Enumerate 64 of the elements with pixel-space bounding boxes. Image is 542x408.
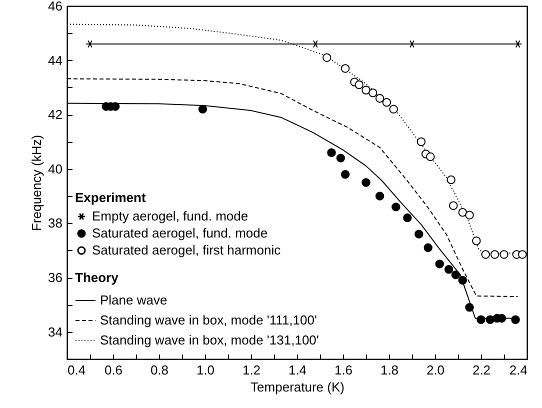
- point: [465, 210, 474, 220]
- x-tick-label: 0.8: [150, 362, 169, 378]
- point: [340, 170, 350, 179]
- point: [368, 88, 378, 98]
- point: [382, 98, 392, 107]
- point: [449, 201, 458, 210]
- point: [451, 270, 460, 280]
- x-tick-label: 2.2: [472, 362, 491, 378]
- x-tick-label: 2.4: [509, 362, 528, 378]
- y-axis-title: Frequency (kHz): [29, 134, 44, 232]
- legend-label: Empty aerogel, fund. mode: [92, 208, 248, 224]
- point: [444, 265, 454, 274]
- y-tick-label: 38: [48, 216, 62, 231]
- point: [458, 276, 467, 285]
- x-tick-label: 0.6: [104, 362, 123, 378]
- y-tick-label: 36: [48, 270, 62, 286]
- legend-label: Standing wave in box, mode '111,100': [100, 312, 317, 328]
- point: [465, 303, 474, 312]
- x-axis-title: Temperature (K): [250, 380, 344, 394]
- y-tick-label: 34: [48, 324, 62, 340]
- point: [198, 104, 208, 114]
- point: [340, 64, 350, 73]
- x-tick-label: 2.0: [426, 362, 445, 378]
- point: [322, 53, 332, 62]
- legend-label: Saturated aerogel, first harmonic: [92, 242, 282, 258]
- point: [511, 315, 520, 324]
- y-tick-label: 42: [48, 107, 62, 122]
- point: [424, 243, 432, 252]
- x-tick-label: 1.2: [242, 362, 261, 378]
- point: [414, 230, 424, 238]
- point: [416, 137, 426, 146]
- point: [500, 250, 508, 259]
- annotation: Theory: [75, 270, 120, 285]
- x-tick-label: 0.4: [68, 362, 86, 378]
- legend-label: Saturated aerogel, fund. mode: [92, 226, 268, 240]
- point: [375, 192, 384, 200]
- point: [446, 175, 456, 184]
- y-tick-label: 40: [48, 161, 62, 176]
- x-tick-label: 1.8: [380, 362, 399, 378]
- point: [336, 154, 346, 162]
- point: [458, 208, 467, 217]
- point: [518, 250, 527, 259]
- legend-title: Experiment: [75, 190, 146, 205]
- y-tick-label: 46: [48, 0, 62, 14]
- point: [476, 315, 486, 324]
- point: [403, 213, 412, 222]
- x-tick-label: 1.0: [196, 362, 215, 378]
- x-tick-label: 1.4: [288, 362, 307, 378]
- point: [362, 178, 370, 187]
- point: [426, 152, 435, 162]
- y-tick-label: 44: [48, 52, 62, 68]
- legend-label: Standing wave in box, mode '131,100': [100, 332, 319, 348]
- point: [472, 236, 481, 246]
- point: [354, 80, 364, 90]
- legend-label: Plane wave: [100, 292, 168, 308]
- x-tick-label: 1.6: [334, 362, 353, 378]
- point: [375, 94, 384, 103]
- point: [481, 250, 490, 259]
- point: [362, 86, 370, 95]
- point: [389, 104, 398, 114]
- point: [392, 202, 400, 212]
- point: [435, 260, 444, 268]
- point: [490, 250, 500, 259]
- point: [327, 148, 336, 157]
